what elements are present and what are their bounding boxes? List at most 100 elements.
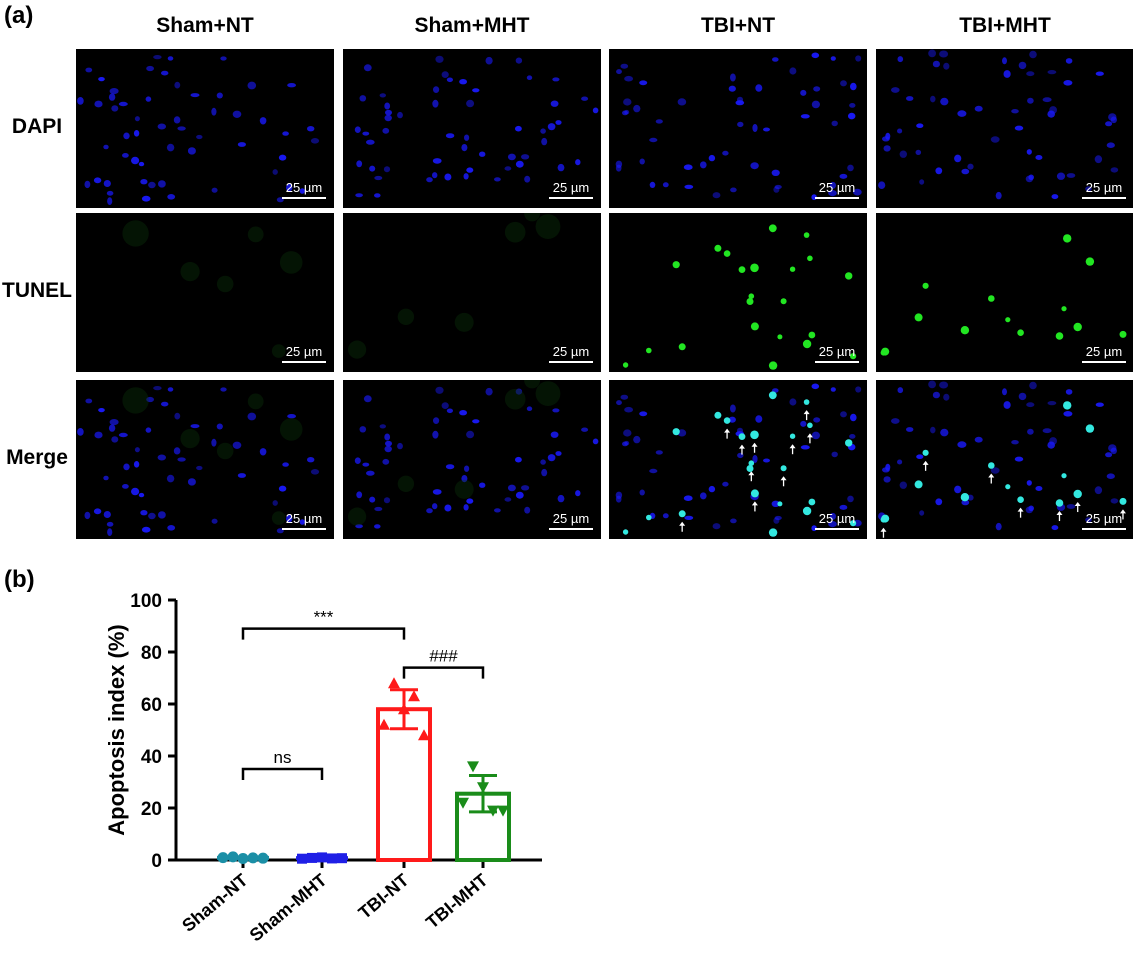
y-tick-label: 60 (141, 695, 162, 716)
y-tick-label: 80 (141, 643, 162, 664)
micrograph-merge: 25 µm (609, 380, 867, 539)
arrow-marker-head (922, 460, 929, 465)
arrow-marker-head (806, 433, 813, 438)
arrow-marker-head (724, 428, 731, 433)
data-point (497, 805, 509, 817)
scale-bar-label: 25 µm (818, 511, 856, 526)
significance-bracket (241, 627, 406, 640)
data-point (227, 851, 239, 863)
data-point (327, 853, 337, 864)
arrow-marker-head (803, 410, 810, 415)
arrow-marker-head (1017, 507, 1024, 512)
y-tick-label: 0 (151, 851, 162, 872)
micrograph-tunel: 25 µm (876, 213, 1133, 372)
data-point (257, 852, 269, 864)
arrow-marker-head (679, 521, 686, 526)
micrograph-dapi: 25 µm (76, 49, 334, 208)
scale-bar: 25 µm (1082, 512, 1126, 530)
panel-a-label: (a) (4, 2, 34, 29)
scale-bar-label: 25 µm (552, 180, 590, 195)
scale-bar-line (549, 528, 593, 530)
panel-b-label: (b) (4, 566, 35, 593)
significance-label: ns (274, 748, 292, 767)
x-tick-label: Sham-NT (178, 870, 251, 936)
significance-bracket (402, 666, 485, 679)
scale-bar: 25 µm (549, 345, 593, 363)
row-heading: TUNEL (2, 279, 72, 302)
scale-bar-line (815, 361, 859, 363)
x-tick-label: TBI-MHT (422, 870, 492, 933)
data-point (388, 677, 400, 689)
column-heading: TBI+MHT (959, 14, 1051, 37)
data-point (337, 853, 347, 864)
arrow-marker-head (880, 527, 887, 532)
scale-bar: 25 µm (549, 512, 593, 530)
bar (376, 707, 432, 862)
y-tick-label: 20 (141, 799, 162, 820)
scale-bar-line (282, 361, 326, 363)
data-point (467, 761, 479, 773)
arrow-marker-head (780, 476, 787, 481)
scale-bar-line (815, 528, 859, 530)
y-tick-label: 40 (141, 747, 162, 768)
data-point (477, 782, 489, 794)
scale-bar: 25 µm (549, 181, 593, 199)
data-point (457, 797, 469, 809)
row-heading: Merge (6, 446, 68, 469)
data-point (217, 852, 229, 864)
arrow-marker-head (988, 473, 995, 478)
scale-bar: 25 µm (1082, 345, 1126, 363)
scale-bar-line (815, 197, 859, 199)
arrow-marker-head (1119, 509, 1126, 514)
significance-label: ### (429, 647, 458, 666)
micrograph-tunel: 25 µm (343, 213, 601, 372)
scale-bar: 25 µm (815, 181, 859, 199)
micrograph-dapi: 25 µm (876, 49, 1133, 208)
arrow-marker-head (789, 444, 796, 449)
data-point (418, 729, 430, 741)
scale-bar: 25 µm (282, 512, 326, 530)
scale-bar: 25 µm (1082, 181, 1126, 199)
data-point (398, 703, 410, 715)
scale-bar-label: 25 µm (818, 180, 856, 195)
micrograph-merge: 25 µm (343, 380, 601, 539)
data-point (237, 852, 249, 864)
scale-bar-label: 25 µm (285, 511, 323, 526)
data-point (408, 690, 420, 702)
scale-bar-label: 25 µm (1085, 180, 1123, 195)
x-tick-label: Sham-MHT (246, 870, 331, 946)
row-heading: DAPI (11, 115, 63, 138)
scale-bar-line (549, 361, 593, 363)
scale-bar-line (1082, 361, 1126, 363)
significance-bracket (241, 767, 324, 780)
micrograph-tunel: 25 µm (76, 213, 334, 372)
scale-bar-line (282, 197, 326, 199)
column-heading: Sham+NT (156, 14, 254, 37)
scale-bar-line (282, 528, 326, 530)
scale-bar-label: 25 µm (552, 511, 590, 526)
micrograph-tunel: 25 µm (609, 213, 867, 372)
column-heading: TBI+NT (700, 14, 776, 37)
scale-bar-line (1082, 197, 1126, 199)
scale-bar: 25 µm (282, 345, 326, 363)
column-heading: Sham+MHT (414, 14, 530, 37)
arrow-marker-head (738, 444, 745, 449)
micrograph-merge: 25 µm (876, 380, 1133, 539)
arrow-marker-head (751, 501, 758, 506)
x-tick-label: TBI-NT (355, 870, 413, 923)
data-point (317, 852, 327, 863)
micrograph-dapi: 25 µm (343, 49, 601, 208)
arrow-marker-head (748, 471, 755, 476)
micrograph-dapi: 25 µm (609, 49, 867, 208)
scale-bar-label: 25 µm (818, 344, 856, 359)
significance-label: *** (314, 608, 334, 627)
data-point (247, 852, 259, 864)
scale-bar-label: 25 µm (1085, 344, 1123, 359)
data-point (297, 853, 307, 864)
micrograph-merge: 25 µm (76, 380, 334, 539)
data-point (378, 718, 390, 730)
scale-bar: 25 µm (815, 345, 859, 363)
scale-bar-label: 25 µm (552, 344, 590, 359)
y-axis-label: Apoptosis index (%) (104, 624, 129, 835)
